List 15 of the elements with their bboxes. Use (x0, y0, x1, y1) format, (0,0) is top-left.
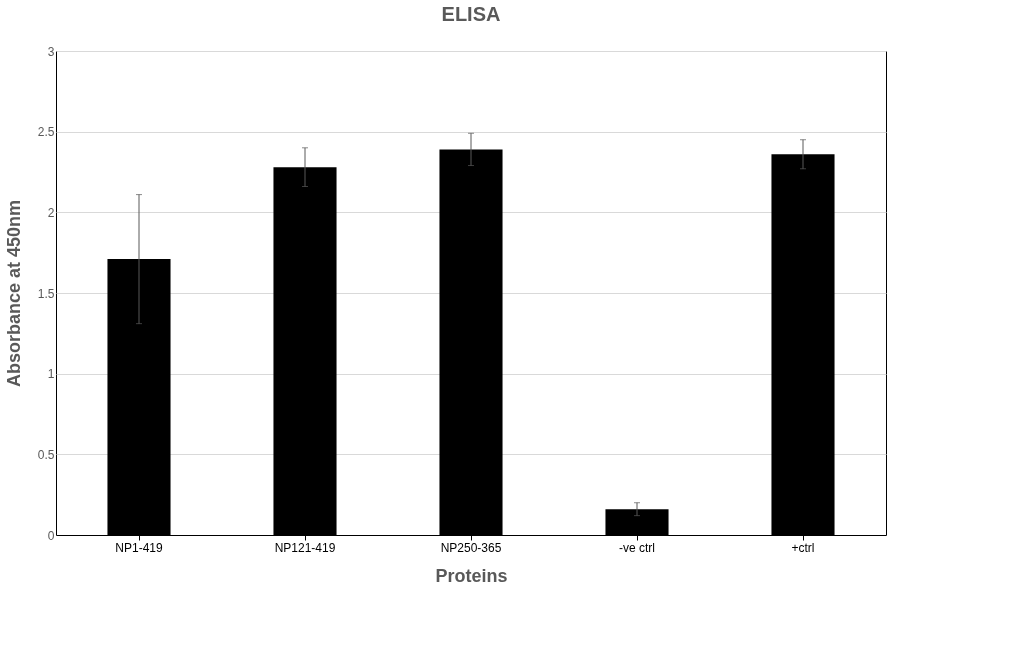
x-tick-label: NP250-365 (440, 540, 502, 555)
x-tick-label: -ve ctrl (619, 540, 655, 555)
y-tick-label: 2 (47, 205, 55, 220)
y-tick-label: 1 (47, 367, 55, 382)
x-tick-label: NP121-419 (274, 540, 336, 555)
y-axis-title: Absorbance at 450nm (3, 199, 24, 388)
y-tick-label: 3 (47, 44, 55, 59)
chart-title: ELISA (441, 3, 501, 25)
y-tick-label: 0 (47, 528, 55, 543)
y-tick-label: 0.5 (37, 447, 55, 462)
y-tick-label: 1.5 (37, 286, 55, 301)
x-tick-label: NP1-419 (115, 540, 163, 555)
y-tick-label: 2.5 (37, 125, 55, 140)
x-tick-label: +ctrl (791, 540, 815, 555)
x-axis-title: Proteins (435, 565, 508, 586)
